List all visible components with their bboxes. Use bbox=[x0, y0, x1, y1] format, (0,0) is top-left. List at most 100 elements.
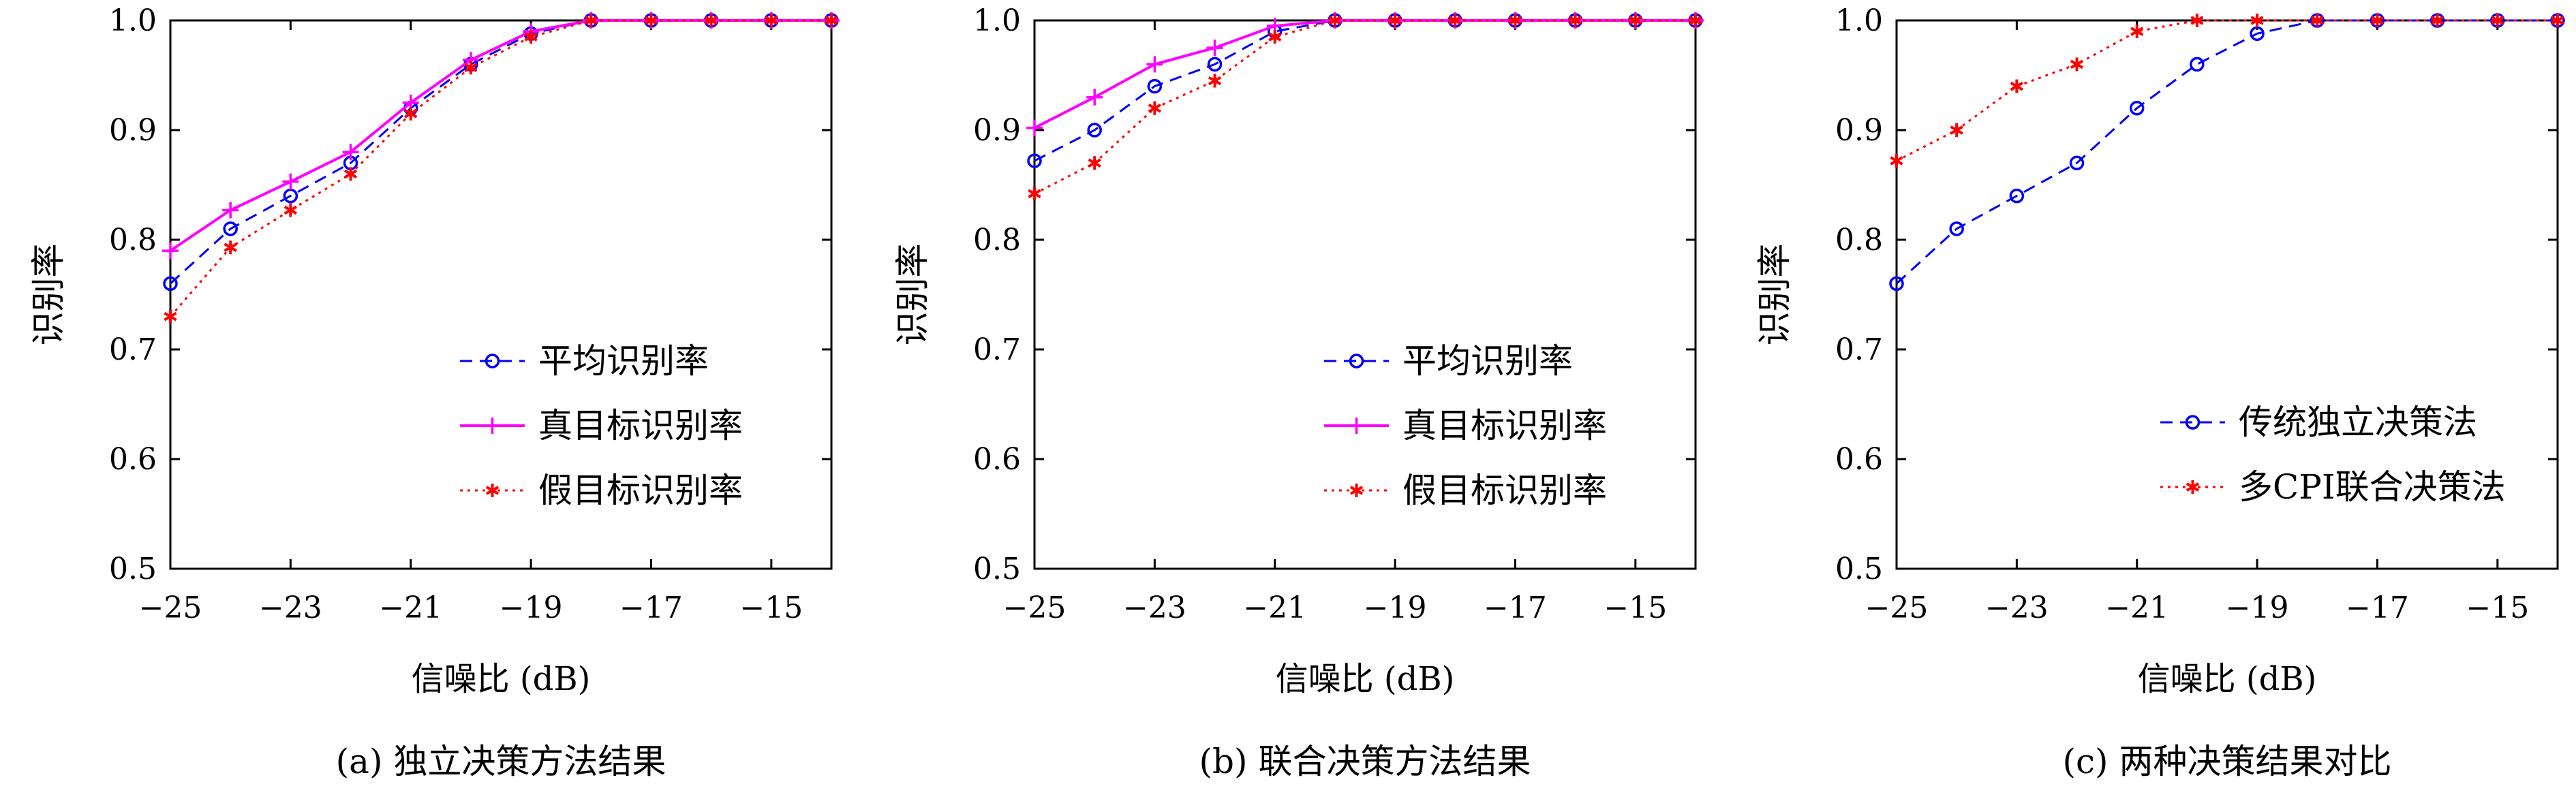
data-point bbox=[1086, 89, 1103, 106]
data-point bbox=[2190, 57, 2205, 72]
y-axis-label: 识别率 bbox=[1755, 244, 1794, 346]
data-point bbox=[164, 309, 177, 324]
legend-label: 假目标识别率 bbox=[1402, 471, 1607, 510]
series-3 bbox=[1028, 14, 1702, 201]
subfigure-caption: (a) 独立决策方法结果 bbox=[336, 742, 666, 781]
y-tick-label: 0.9 bbox=[1835, 113, 1883, 148]
legend-marker bbox=[2186, 480, 2200, 494]
series-line bbox=[1034, 19, 1696, 129]
y-tick-label: 0.8 bbox=[1835, 223, 1883, 257]
x-tick-label: −21 bbox=[379, 591, 442, 625]
plot-area-frame bbox=[169, 19, 833, 570]
data-point bbox=[1028, 187, 1041, 201]
y-tick-label: 0.5 bbox=[109, 552, 157, 586]
data-point bbox=[1148, 101, 1162, 115]
x-tick-label: −15 bbox=[2466, 591, 2529, 625]
legend-label: 假目标识别率 bbox=[538, 471, 743, 510]
y-tick-label: 0.6 bbox=[1835, 442, 1883, 477]
chart-panel-1: −25 −23 −21 −19 −17 −15 0.5 0.6 0.7 0.8 0.9 1.0 信噪比 … bbox=[29, 3, 840, 781]
series-line bbox=[169, 19, 831, 285]
data-point bbox=[222, 202, 239, 219]
series-line bbox=[1895, 19, 2558, 285]
y-tick-label: 0.5 bbox=[973, 552, 1021, 586]
x-tick-label: −25 bbox=[1865, 591, 1929, 625]
data-point bbox=[342, 144, 359, 161]
legend-marker bbox=[1349, 354, 1364, 368]
data-point bbox=[524, 30, 538, 44]
y-tick-label: 0.7 bbox=[109, 332, 157, 367]
legend-label: 真目标识别率 bbox=[538, 406, 743, 445]
y-tick-label: 0.6 bbox=[973, 442, 1021, 477]
x-tick-label: −17 bbox=[619, 591, 683, 625]
data-point bbox=[1206, 40, 1223, 57]
data-point bbox=[163, 276, 178, 292]
data-point bbox=[1268, 30, 1282, 44]
x-tick-label: −19 bbox=[500, 591, 563, 625]
legend-label: 真目标识别率 bbox=[1402, 406, 1607, 445]
series-line bbox=[1034, 19, 1696, 162]
data-point bbox=[2551, 14, 2564, 27]
data-point bbox=[1087, 123, 1102, 138]
legend-marker bbox=[1348, 418, 1365, 434]
subfigure-caption: (c) 两种决策结果对比 bbox=[2063, 742, 2392, 781]
data-point bbox=[1889, 276, 1904, 292]
data-point bbox=[2130, 25, 2144, 39]
data-point bbox=[825, 14, 838, 27]
data-point bbox=[1508, 14, 1522, 27]
legend-marker bbox=[485, 484, 500, 497]
x-tick-label: −19 bbox=[2226, 591, 2289, 625]
data-point bbox=[224, 240, 237, 255]
series-2 bbox=[162, 12, 840, 260]
data-point bbox=[1689, 14, 1702, 27]
data-point bbox=[282, 173, 299, 190]
data-point bbox=[2430, 14, 2444, 27]
y-tick-label: 0.7 bbox=[973, 332, 1021, 367]
data-point bbox=[2010, 79, 2024, 93]
data-point bbox=[644, 14, 658, 27]
chart-panel-3: −25 −23 −21 −19 −17 −15 0.5 0.6 0.7 0.8 0.9 1.0 信噪比 … bbox=[1755, 3, 2565, 781]
data-point bbox=[1147, 78, 1163, 94]
data-point bbox=[2370, 14, 2385, 27]
x-tick-label: −21 bbox=[1243, 591, 1306, 625]
series-3 bbox=[164, 14, 838, 324]
data-point bbox=[2070, 57, 2084, 72]
series-line bbox=[1896, 19, 2558, 162]
y-tick-label: 0.8 bbox=[109, 223, 157, 257]
data-point bbox=[1026, 119, 1043, 136]
data-point bbox=[2009, 188, 2025, 204]
legend-marker bbox=[485, 354, 500, 368]
series-1 bbox=[163, 13, 839, 292]
data-point bbox=[2250, 26, 2265, 42]
data-point bbox=[2190, 14, 2204, 27]
legend-label: 平均识别率 bbox=[1402, 341, 1573, 381]
y-tick-label: 0.6 bbox=[109, 442, 157, 477]
data-point bbox=[1448, 14, 1462, 27]
data-point bbox=[2129, 101, 2145, 116]
legend-label: 传统独立决策法 bbox=[2239, 403, 2477, 442]
series-line bbox=[169, 19, 831, 252]
data-point bbox=[1950, 123, 1963, 137]
data-point bbox=[1088, 156, 1101, 170]
x-tick-label: −19 bbox=[1364, 591, 1427, 625]
data-point bbox=[1328, 14, 1342, 27]
subfigure-caption: (b) 联合决策方法结果 bbox=[1199, 742, 1531, 781]
chart-panel-2: −25 −23 −21 −19 −17 −15 0.5 0.6 0.7 0.8 0.9 1.0 信噪比 … bbox=[893, 3, 1704, 781]
y-tick-label: 0.5 bbox=[1835, 552, 1883, 586]
x-tick-label: −23 bbox=[1123, 591, 1186, 625]
data-point bbox=[162, 242, 179, 260]
y-tick-label: 0.8 bbox=[973, 223, 1021, 257]
data-point bbox=[1568, 14, 1582, 27]
data-point bbox=[1027, 153, 1042, 168]
plot-area-frame bbox=[1895, 19, 2559, 570]
data-point bbox=[464, 61, 478, 75]
series-1 bbox=[1889, 13, 2565, 292]
x-axis-label: 信噪比 (dB) bbox=[2138, 660, 2317, 698]
legend-marker bbox=[484, 418, 501, 434]
y-tick-label: 1.0 bbox=[1835, 3, 1883, 38]
x-axis-label: 信噪比 (dB) bbox=[1276, 660, 1455, 698]
series-2 bbox=[1026, 12, 1704, 136]
x-tick-label: −23 bbox=[259, 591, 322, 625]
x-tick-label: −21 bbox=[2105, 591, 2168, 625]
